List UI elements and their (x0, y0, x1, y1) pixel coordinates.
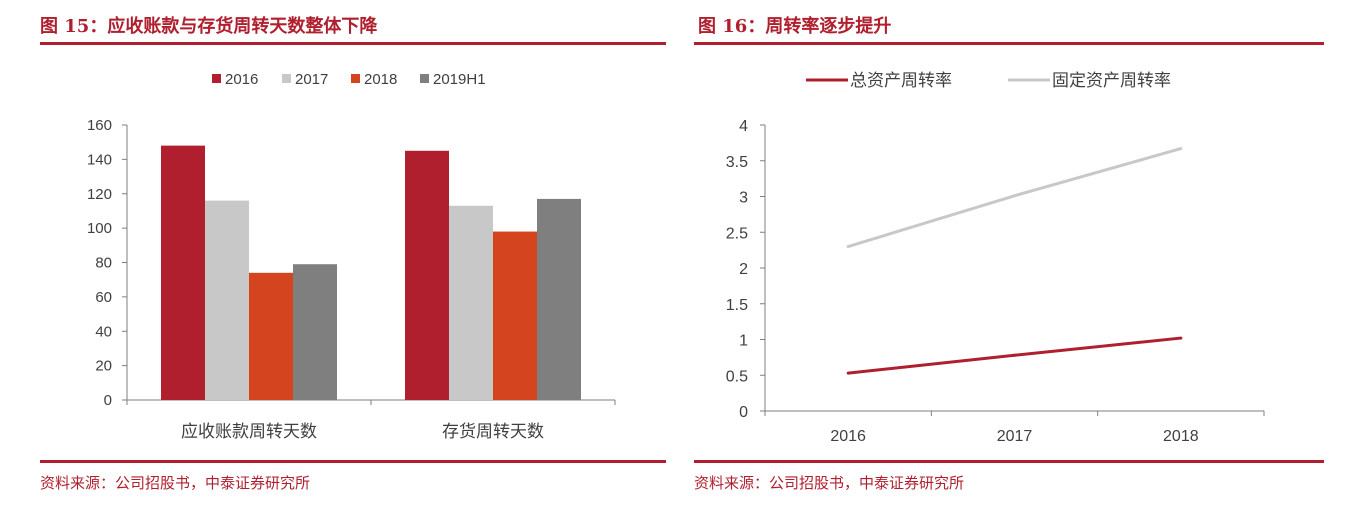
y-tick-label: 3 (739, 190, 748, 207)
figure-15-bottom-rule (40, 460, 666, 463)
x-category-label: 存货周转天数 (442, 422, 544, 441)
y-tick-label: 0.5 (726, 368, 748, 385)
figure-16-title: 图 16：周转率逐步提升 (698, 16, 892, 37)
y-tick-label: 2 (739, 261, 748, 278)
bar-2018 (493, 231, 537, 400)
series-line-固定资产周转率 (847, 147, 1182, 248)
data-point-固定资产周转率 (1179, 147, 1183, 151)
y-tick-label: 160 (87, 117, 112, 134)
y-tick-label: 140 (87, 151, 112, 168)
legend-label-2016: 2016 (225, 71, 258, 88)
bar-2016 (405, 150, 449, 400)
figure-15-panel: 图 15：应收账款与存货周转天数整体下降 2016 2017 2018 2019H1 0… (0, 0, 670, 514)
y-tick-label: 80 (95, 255, 112, 272)
y-tick-label: 60 (95, 289, 112, 306)
legend-label-固定资产周转率: 固定资产周转率 (1052, 71, 1171, 90)
y-tick-label: 0 (104, 392, 112, 409)
bar-2017 (205, 200, 249, 400)
data-point-总资产周转率 (1013, 353, 1016, 357)
y-tick-label: 40 (95, 323, 112, 340)
bar-2016 (161, 145, 205, 400)
data-point-总资产周转率 (1179, 336, 1183, 340)
data-point-固定资产周转率 (1013, 194, 1016, 198)
y-tick-label: 0 (739, 404, 748, 421)
y-tick-label: 3.5 (726, 154, 748, 171)
legend-label-2019H1: 2019H1 (433, 71, 486, 88)
bar-chart: 2016 2017 2018 2019H1 0 20 40 60 80 100 120 140 160 应… (87, 71, 616, 441)
bar-2019H1 (537, 198, 581, 400)
y-tick-label: 20 (95, 358, 112, 375)
line-chart: 总资产周转率 固定资产周转率 0 0.5 1 1.5 2 2.5 3 3.5 4 2016 2017 20… (726, 71, 1265, 445)
y-tick-label: 120 (87, 186, 112, 203)
legend-swatch-2019H1 (420, 74, 429, 83)
legend-label-2017: 2017 (295, 71, 328, 88)
data-point-固定资产周转率 (846, 245, 850, 249)
figure-16-bottom-rule (694, 460, 1324, 463)
figure-15-source: 资料来源：公司招股书，中泰证券研究所 (40, 474, 311, 492)
legend-label-2018: 2018 (364, 71, 397, 88)
y-tick-label: 1 (739, 333, 748, 350)
figure-16-panel: 图 16：周转率逐步提升 总资产周转率 固定资产周转率 0 0.5 1 1.5 2 2.5 3 3… (690, 0, 1356, 514)
x-tick-label: 2018 (1163, 428, 1199, 445)
data-point-总资产周转率 (846, 371, 850, 375)
bar-2019H1 (293, 264, 337, 400)
y-tick-label: 2.5 (726, 225, 748, 242)
legend-swatch-2018 (351, 74, 360, 83)
legend-swatch-2016 (212, 74, 221, 83)
figure-15-top-rule (40, 42, 666, 45)
x-tick-label: 2017 (997, 428, 1033, 445)
figure-16-top-rule (694, 42, 1324, 45)
y-tick-label: 100 (87, 220, 112, 237)
legend-swatch-2017 (282, 74, 291, 83)
bar-2017 (449, 205, 493, 400)
y-tick-label: 1.5 (726, 297, 748, 314)
y-tick-label: 4 (739, 118, 748, 135)
figure-15-title: 图 15：应收账款与存货周转天数整体下降 (40, 16, 378, 37)
x-category-label: 应收账款周转天数 (181, 422, 317, 441)
legend-label-总资产周转率: 总资产周转率 (850, 71, 952, 90)
figure-16-source: 资料来源：公司招股书，中泰证券研究所 (694, 474, 965, 492)
bar-2018 (249, 272, 293, 400)
x-tick-label: 2016 (830, 428, 866, 445)
